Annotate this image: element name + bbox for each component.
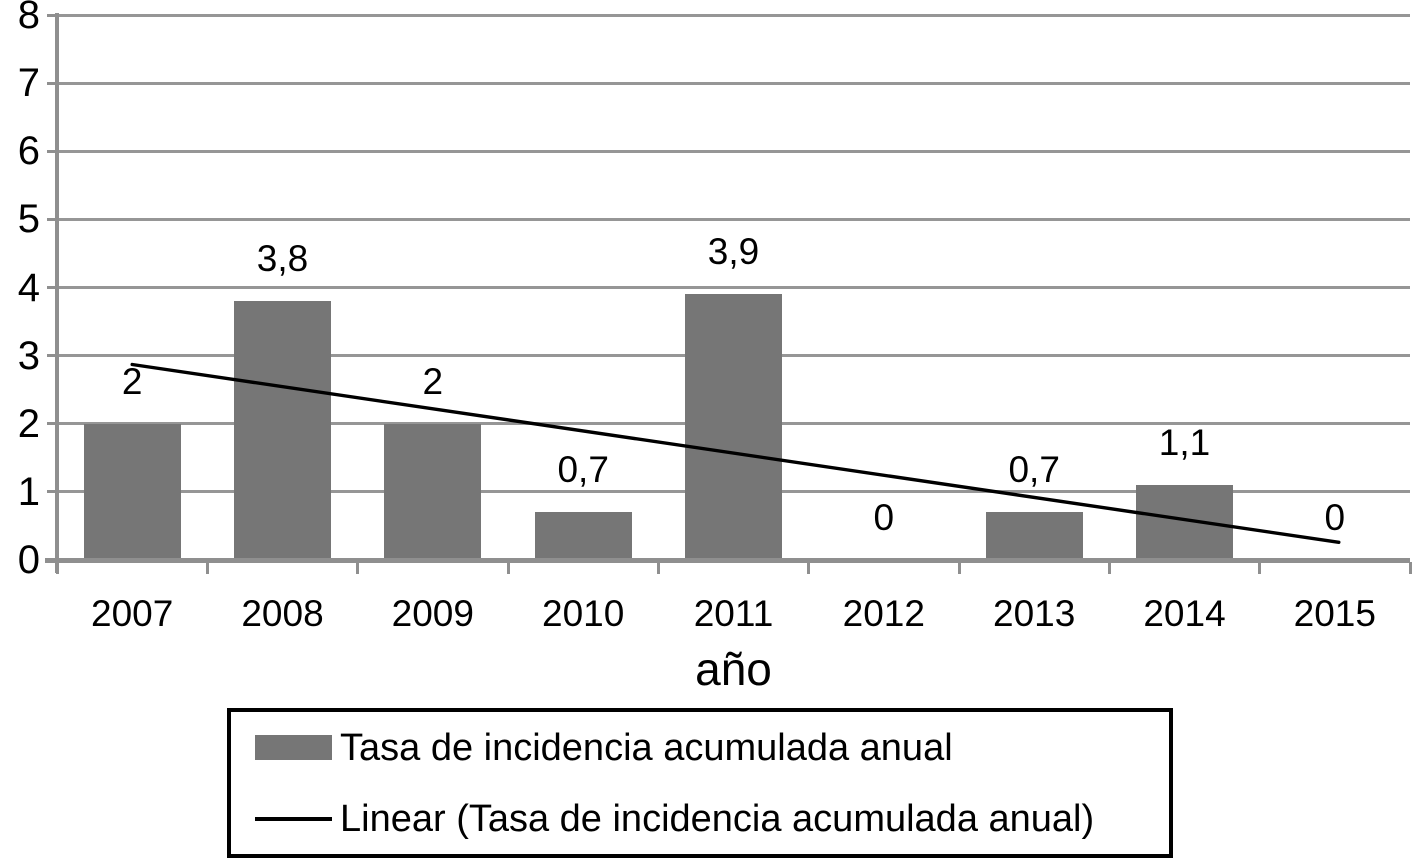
x-axis-tick-label: 2010	[542, 593, 625, 634]
bar-value-label: 0	[1324, 497, 1346, 538]
y-axis-tick-label: 3	[17, 333, 40, 378]
gridline	[57, 13, 1410, 17]
bar	[384, 423, 482, 561]
x-axis-tick-label: 2012	[842, 593, 925, 634]
bar-value-label: 0,7	[557, 449, 609, 491]
bar	[234, 301, 331, 560]
legend-label: Tasa de incidencia acumulada anual	[340, 726, 953, 769]
x-axis-tick	[55, 562, 59, 574]
trendline-swatch	[255, 816, 332, 821]
y-axis-line	[55, 13, 59, 573]
x-axis-tick	[807, 562, 811, 574]
x-axis-tick	[1408, 562, 1412, 574]
x-axis-tick-label: 2015	[1293, 593, 1376, 634]
x-axis-tick	[957, 562, 961, 574]
bar	[83, 423, 181, 561]
x-axis-tick	[1107, 562, 1111, 574]
x-axis-tick-label: 2011	[693, 593, 774, 634]
x-axis-tick-label: 2007	[91, 593, 174, 634]
bar-value-label: 0	[873, 497, 895, 538]
bar-value-label: 3,8	[256, 238, 309, 280]
y-axis-tick	[47, 490, 57, 494]
bar-value-label: 3,9	[707, 231, 760, 273]
x-axis-tick	[356, 562, 360, 574]
y-axis-tick-label: 1	[17, 469, 40, 514]
x-axis-tick	[205, 562, 209, 574]
legend-label: Linear (Tasa de incidencia acumulada anu…	[340, 797, 1095, 840]
x-axis-tick	[506, 562, 510, 574]
bar-value-label: 2	[121, 360, 143, 402]
x-axis-line	[45, 558, 1410, 563]
legend: Tasa de incidencia acumulada anual Linea…	[227, 708, 1173, 858]
bar-value-label: 0,7	[1008, 449, 1060, 491]
y-axis-tick-label: 5	[17, 197, 40, 242]
gridline	[57, 286, 1410, 289]
bar	[1136, 485, 1233, 560]
gridline	[57, 217, 1410, 221]
x-axis-tick	[656, 562, 660, 574]
y-axis-tick	[47, 81, 57, 85]
x-axis-tick-label: 2008	[241, 593, 324, 634]
y-axis-tick-label: 8	[17, 0, 40, 37]
y-axis-tick	[47, 558, 57, 562]
bar	[534, 512, 632, 560]
y-axis-tick-label: 6	[17, 129, 40, 174]
gridline	[57, 81, 1410, 85]
y-axis-tick	[47, 354, 57, 358]
y-axis-tick-label: 2	[17, 401, 40, 446]
y-axis-tick-label: 4	[17, 265, 40, 310]
y-axis-tick	[47, 286, 57, 289]
bar-value-label: 2	[422, 360, 444, 402]
gridline	[57, 149, 1410, 153]
x-axis-tick-label: 2009	[391, 593, 474, 634]
y-axis-tick	[47, 13, 57, 17]
legend-item-trendline: Linear (Tasa de incidencia acumulada anu…	[231, 783, 1169, 854]
bar-value-label: 1,1	[1158, 422, 1211, 464]
y-axis-tick-label: 0	[17, 538, 40, 582]
bar	[685, 294, 782, 560]
y-axis-tick	[47, 217, 57, 221]
y-axis-tick-label: 7	[17, 61, 40, 106]
x-axis-tick-label: 2014	[1143, 593, 1226, 634]
legend-item-bars: Tasa de incidencia acumulada anual	[231, 712, 1169, 783]
y-axis-tick	[47, 149, 57, 153]
x-axis-tick-label: 2013	[993, 593, 1076, 634]
bar	[985, 512, 1083, 560]
x-axis-title: año	[695, 643, 772, 695]
x-axis-tick	[1258, 562, 1262, 574]
bar-series-swatch	[255, 735, 332, 760]
y-axis-tick	[47, 422, 57, 426]
